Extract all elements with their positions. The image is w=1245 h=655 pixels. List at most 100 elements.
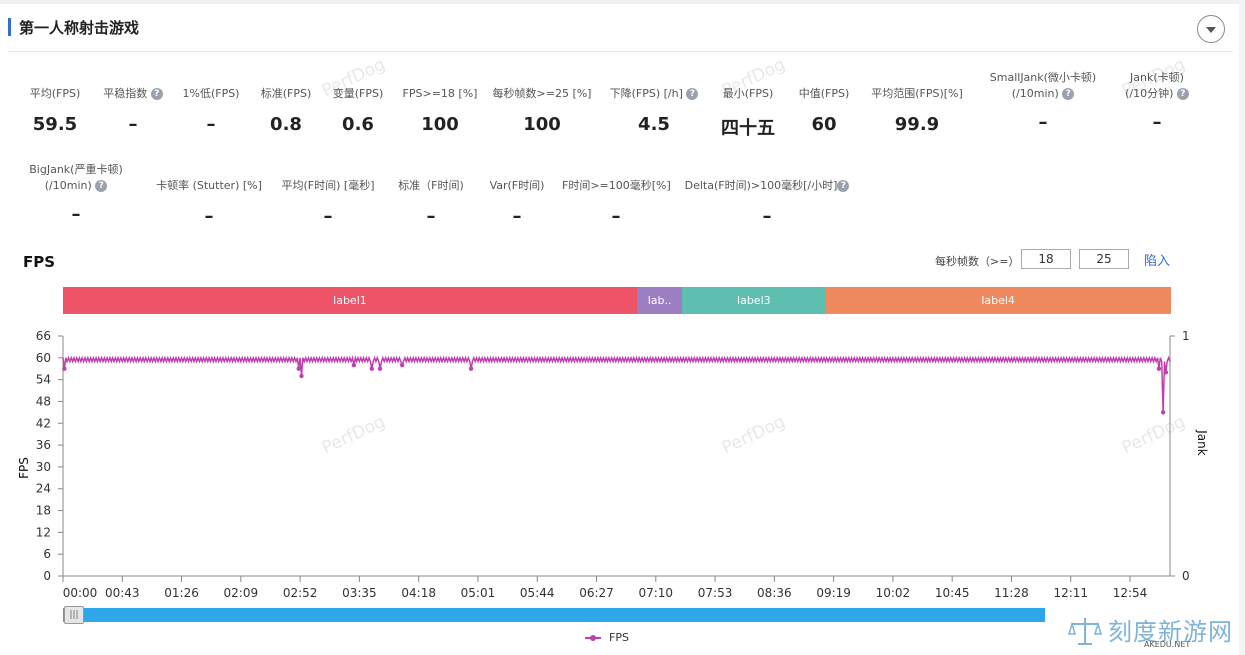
y-tick-label: 36 [36,438,51,452]
top-border [0,0,1245,4]
fps-dip-point [399,362,405,368]
apply-threshold-button[interactable]: 陷入 [1144,254,1171,269]
metric-label: 最小(FPS) [722,87,774,100]
metric-value: – [512,206,522,227]
x-tick-label: 05:01 [461,586,496,600]
metric-value: – [762,206,772,227]
x-tick-label: 12:11 [1053,586,1088,600]
label-bar: label1 lab.. label3 label4 [63,287,1171,314]
x-tick-label: 06:27 [579,586,614,600]
slider-handle[interactable]: ||| [64,606,84,624]
metric-avg-range: 平均范围(FPS)[%] 99.9 [866,86,968,135]
metric-label: 平均(FPS) [29,87,81,100]
metric-label: 1%低(FPS) [182,87,240,100]
fps-dip-point [62,366,67,371]
site-domain: AKEDU.NET [1144,640,1191,649]
x-tick-label: 10:02 [876,586,911,600]
metric-label: 变量(FPS) [332,87,384,100]
y-tick-label: 12 [36,525,51,539]
metric-1pct-low: 1%低(FPS) – [175,86,247,135]
metric-small-jank: SmallJank(微小卡顿) (/10min) ? – [976,70,1110,133]
metric-label: 下降(FPS) [/h] [609,87,683,100]
y2-tick-label: 0 [1182,569,1190,583]
fps-dip-point [369,366,375,371]
metric-min-fps: 最小(FPS) 四十五 [714,86,782,140]
metric-var-fps: 变量(FPS) 0.6 [324,86,392,135]
help-icon[interactable]: ? [150,88,163,100]
metric-value: – [426,206,436,227]
metric-label: Jank(卡顿) [1130,71,1184,84]
metric-smooth-index: 平稳指数 ? – [98,86,168,135]
metric-jank: Jank(卡顿) (/10分钟) ? – [1112,70,1202,133]
metric-value: 0.8 [270,114,302,135]
metric-value: – [611,206,621,227]
metric-avg-fps: 平均(FPS) 59.5 [20,86,90,135]
metric-label: Var(F时间) [489,179,545,192]
x-tick-label: 05:44 [520,586,555,600]
x-tick-label: 12:54 [1113,586,1148,600]
y-tick-label: 54 [36,373,51,387]
label-segment-4[interactable]: label4 [825,287,1171,314]
label-segment-3[interactable]: label3 [682,287,826,314]
fps-dip-point [1163,370,1169,375]
x-tick-label: 04:18 [401,586,436,600]
fps-dip-point [1160,410,1166,415]
scroll-gutter [1239,0,1245,655]
x-tick-label: 07:10 [638,586,673,600]
fps-dip-point [296,366,301,371]
metric-std-frametime: 标准（F时间) – [390,178,472,227]
x-tick-label: 00:43 [105,586,140,600]
y-tick-label: 60 [36,351,51,365]
metric-label: 平均(F时间) [毫秒] [281,179,375,192]
legend-label: FPS [609,631,629,644]
watermark: PerfDog [1118,411,1189,459]
help-icon[interactable]: ? [837,180,850,192]
fps-dip-point [299,373,304,379]
metric-median-fps: 中值(FPS) 60 [790,86,858,135]
metric-label: F时间>=100毫秒[%] [562,179,671,192]
metric-value: 59.5 [32,114,78,135]
legend-line-icon [585,634,601,642]
collapse-button[interactable] [1197,15,1225,43]
metric-fps-ge-25: 每秒帧数>=25 [%] 100 [490,86,594,135]
metric-value: 四十五 [721,118,775,139]
metric-value: 60 [811,114,837,135]
metric-value: 100 [421,114,459,135]
x-tick-label: 07:53 [698,586,733,600]
metric-label: 中值(FPS) [798,87,850,100]
threshold-input-2[interactable]: 25 [1079,249,1129,269]
metric-label: 每秒帧数>=25 [%] [492,87,592,100]
y-tick-label: 18 [36,504,51,518]
x-tick-label: 00:00 [63,586,98,600]
metric-value: – [1038,112,1048,133]
metric-label: 标准（F时间) [398,179,464,192]
metric-delta-frametime: Delta(F时间)>100毫秒[/小时]? – [684,178,850,227]
watermark: PerfDog [718,411,789,459]
fps-dip-point [351,362,357,368]
label-segment-2[interactable]: lab.. [636,287,683,314]
metric-label: 平均范围(FPS)[%] [871,87,963,100]
fps-dip-point [377,366,383,371]
watermark: PerfDog [318,411,389,459]
x-tick-label: 02:09 [224,586,259,600]
panel-header: 第一人称射击游戏 [8,14,1233,52]
y-tick-label: 0 [43,569,51,583]
label-segment-1[interactable]: label1 [63,287,637,314]
metric-label: Delta(F时间)>100毫秒[/小时] [684,179,838,192]
y-tick-label: 48 [36,394,51,408]
metric-label-unit: (/10min) [44,179,92,192]
x-tick-label: 09:19 [816,586,851,600]
help-icon[interactable]: ? [1176,88,1189,100]
help-icon[interactable]: ? [95,180,108,192]
x-tick-label: 11:28 [994,586,1029,600]
help-icon[interactable]: ? [1062,88,1075,100]
help-icon[interactable]: ? [686,88,699,100]
fps-series-line [62,354,1171,413]
time-range-slider[interactable] [63,608,1045,622]
y2-axis-label: Jank [1195,429,1209,455]
metric-label-unit: (/10min) [1011,87,1059,100]
chart-legend[interactable]: FPS [585,631,629,644]
metric-frametime-ge-100: F时间>=100毫秒[%] – [562,178,671,227]
metric-label: 卡顿率 (Stutter) [%] [156,179,262,192]
threshold-input-1[interactable]: 18 [1021,249,1071,269]
